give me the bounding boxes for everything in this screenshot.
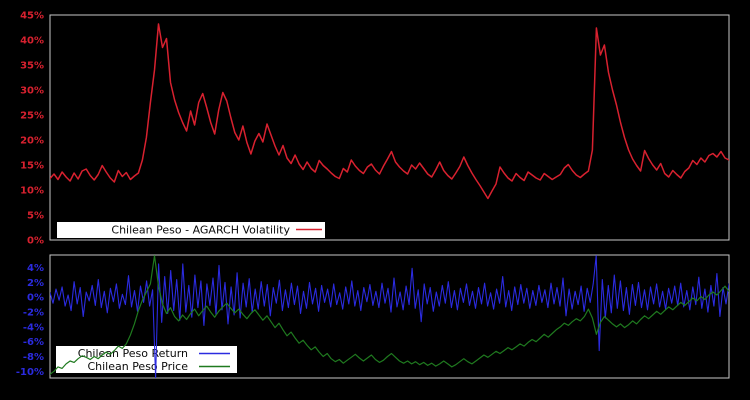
y-tick-label: -4% — [23, 322, 44, 333]
y-tick-label: 0% — [27, 236, 44, 247]
bottom-legend: Chilean Peso Return Chilean Peso Price — [56, 346, 237, 373]
y-tick-label: 10% — [20, 186, 44, 197]
y-tick-label: 5% — [27, 211, 44, 222]
y-tick-label: -8% — [23, 352, 44, 363]
y-tick-label: 20% — [20, 136, 44, 147]
y-tick-label: 25% — [20, 111, 44, 122]
bottom-legend-box — [56, 346, 237, 373]
y-tick-label: 30% — [20, 86, 44, 97]
bottom-plot-area — [49, 254, 730, 379]
top-legend: Chilean Peso - AGARCH Volatility — [57, 222, 325, 238]
top-plot-area — [49, 14, 730, 241]
bottom-legend-label-price: Chilean Peso Price — [87, 360, 188, 373]
top-legend-label-volatility: Chilean Peso - AGARCH Volatility — [111, 224, 290, 237]
top-y-axis-tick-labels: 45% 40% 35% 30% 25% 20% 15% 10% 5% 0% — [20, 11, 44, 247]
y-tick-label: -6% — [23, 337, 44, 348]
y-tick-label: 15% — [20, 161, 44, 172]
y-tick-label: 4% — [27, 263, 44, 274]
return-line — [50, 255, 729, 378]
y-tick-label: 45% — [20, 11, 44, 22]
bottom-y-axis-tick-labels: 4% 2% 0% -2% -4% -6% -8% -10% — [16, 263, 44, 378]
volatility-line — [50, 23, 729, 200]
y-tick-label: 40% — [20, 36, 44, 47]
y-tick-label: 0% — [27, 293, 44, 304]
top-legend-box — [57, 222, 325, 238]
y-tick-label: 35% — [20, 61, 44, 72]
y-tick-label: 2% — [27, 278, 44, 289]
y-tick-label: -2% — [23, 308, 44, 319]
y-tick-label: -10% — [16, 367, 44, 378]
price-line — [50, 255, 729, 375]
bottom-legend-label-return: Chilean Peso Return — [78, 347, 188, 360]
